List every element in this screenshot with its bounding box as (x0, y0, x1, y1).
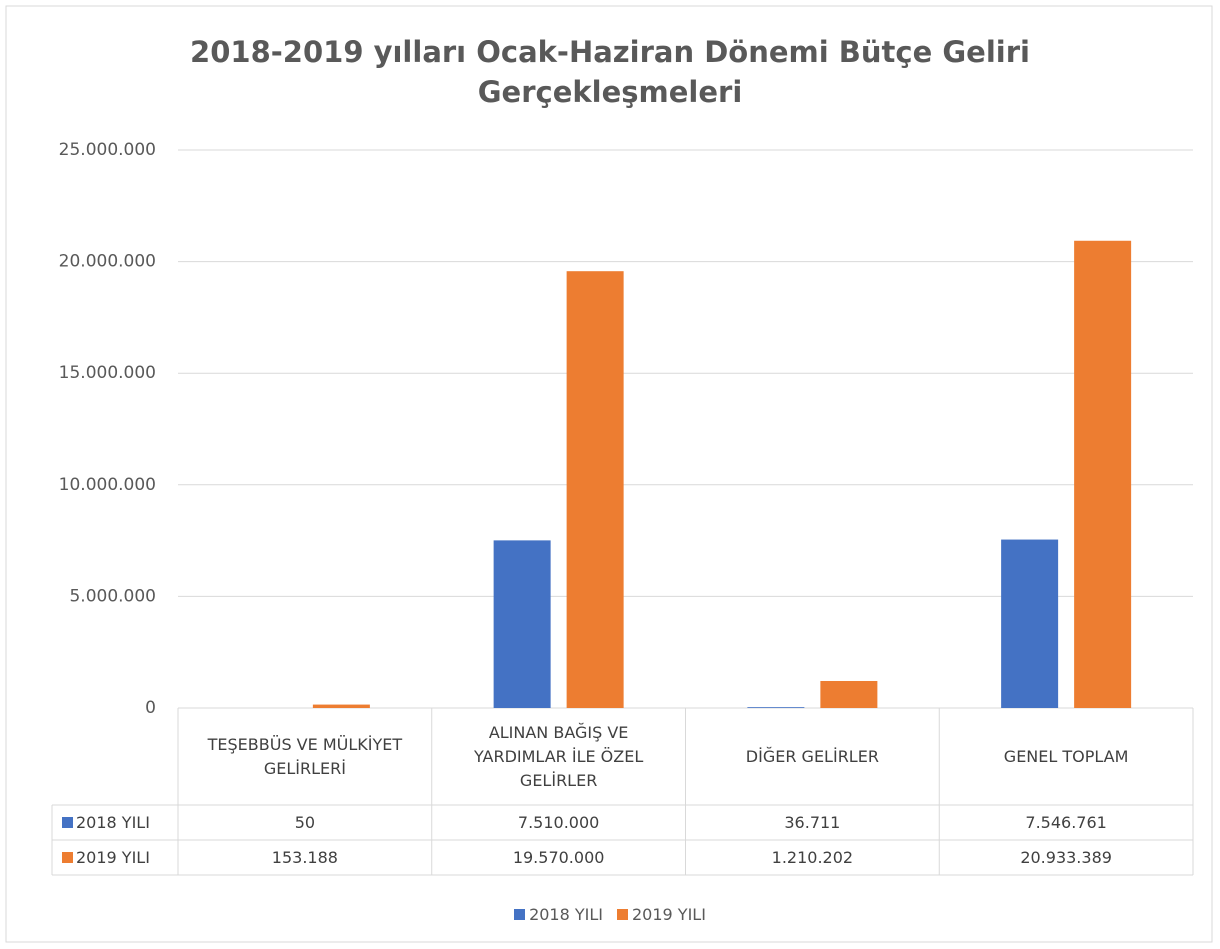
bar (566, 271, 624, 708)
table-value: 7.510.000 (517, 812, 600, 832)
table-value: 1.210.202 (771, 847, 854, 867)
row-header-label: 2018 YILI (76, 813, 150, 832)
table-value: 50 (294, 812, 316, 832)
y-tick-label: 10.000.000 (59, 475, 156, 495)
y-tick-label: 20.000.000 (59, 252, 156, 272)
category-label: DİĞER GELİRLER (745, 746, 879, 766)
legend-swatch (617, 909, 628, 920)
bar (312, 704, 370, 708)
bar (493, 540, 551, 708)
legend-label: 2018 YILI (529, 905, 603, 924)
y-tick-label: 25.000.000 (59, 140, 156, 160)
category-label: ALINAN BAĞIŞ VE YARDIMLAR İLE ÖZEL GELİR… (473, 722, 644, 790)
legend-swatch (62, 852, 73, 863)
table-value: 19.570.000 (512, 847, 605, 867)
legend-swatch (514, 909, 526, 920)
bar (820, 680, 878, 708)
bar (747, 707, 805, 708)
y-tick-label: 15.000.000 (59, 363, 156, 383)
legend-label: 2019 YILI (632, 905, 706, 924)
table-row-header: 2018 YILI (52, 805, 178, 840)
y-tick-label: 5.000.000 (69, 586, 156, 606)
table-value: 20.933.389 (1020, 847, 1112, 867)
bar (1001, 539, 1059, 708)
table-row-header: 2019 YILI (52, 840, 178, 875)
chart-border (5, 5, 1213, 943)
table-value: 153.188 (271, 847, 338, 867)
table-value: 36.711 (784, 812, 841, 832)
table-value: 7.546.761 (1025, 812, 1107, 832)
chart-title: 2018-2019 yılları Ocak-Haziran Dönemi Bü… (190, 35, 1030, 109)
y-tick-label: 0 (145, 698, 156, 718)
legend-item: 2019 YILI (617, 905, 706, 924)
legend-item: 2018 YILI (514, 905, 603, 924)
category-label: TEŞEBBÜS VE MÜLKİYET GELİRLERİ (207, 734, 403, 778)
legend-swatch (62, 817, 73, 828)
bar (1074, 240, 1132, 708)
row-header-label: 2019 YILI (76, 848, 150, 867)
category-label: GENEL TOPLAM (1003, 746, 1129, 766)
legend: 2018 YILI 2019 YILI (0, 905, 1220, 924)
